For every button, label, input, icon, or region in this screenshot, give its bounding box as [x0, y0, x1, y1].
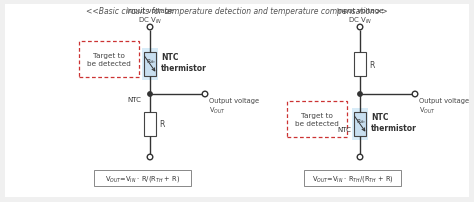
Text: Input voltage
DC V$_{IN}$: Input voltage DC V$_{IN}$: [337, 8, 383, 26]
Bar: [354, 53, 366, 77]
Bar: [354, 113, 366, 136]
Circle shape: [412, 92, 418, 97]
Text: NTC: NTC: [337, 126, 351, 132]
Bar: [142, 49, 158, 81]
Text: R$_{th}$: R$_{th}$: [356, 117, 366, 126]
Text: NTC
thermistor: NTC thermistor: [371, 112, 417, 132]
Text: R: R: [369, 60, 374, 69]
Circle shape: [148, 92, 152, 97]
Circle shape: [358, 92, 362, 97]
FancyBboxPatch shape: [79, 42, 139, 78]
Text: R$_{th}$: R$_{th}$: [146, 57, 156, 66]
Text: <<Basic circuits for temperature detection and temperature compensation>>: <<Basic circuits for temperature detecti…: [86, 7, 388, 16]
Bar: [352, 108, 368, 140]
Bar: [144, 113, 156, 136]
Text: Target to
be detected: Target to be detected: [295, 113, 339, 126]
FancyBboxPatch shape: [287, 101, 347, 137]
Circle shape: [147, 155, 153, 160]
FancyBboxPatch shape: [94, 170, 191, 186]
FancyBboxPatch shape: [304, 170, 401, 186]
Text: NTC: NTC: [127, 97, 141, 102]
Circle shape: [357, 25, 363, 31]
Bar: [144, 53, 156, 77]
Text: Output voltage
V$_{OUT}$: Output voltage V$_{OUT}$: [419, 98, 469, 116]
Text: Target to
be detected: Target to be detected: [87, 53, 131, 66]
Text: V$_{OUT}$=V$_{IN}$ · R/(R$_{TH}$ + R): V$_{OUT}$=V$_{IN}$ · R/(R$_{TH}$ + R): [105, 173, 180, 183]
Circle shape: [357, 155, 363, 160]
Text: R: R: [159, 120, 164, 129]
Circle shape: [202, 92, 208, 97]
Text: V$_{OUT}$=V$_{IN}$ · R$_{TH}$/(R$_{TH}$ + R): V$_{OUT}$=V$_{IN}$ · R$_{TH}$/(R$_{TH}$ …: [311, 173, 393, 183]
Circle shape: [147, 25, 153, 31]
Text: Input voltage
DC V$_{IN}$: Input voltage DC V$_{IN}$: [127, 8, 173, 26]
Text: Output voltage
V$_{OUT}$: Output voltage V$_{OUT}$: [209, 98, 259, 116]
Text: NTC
thermistor: NTC thermistor: [161, 53, 207, 73]
